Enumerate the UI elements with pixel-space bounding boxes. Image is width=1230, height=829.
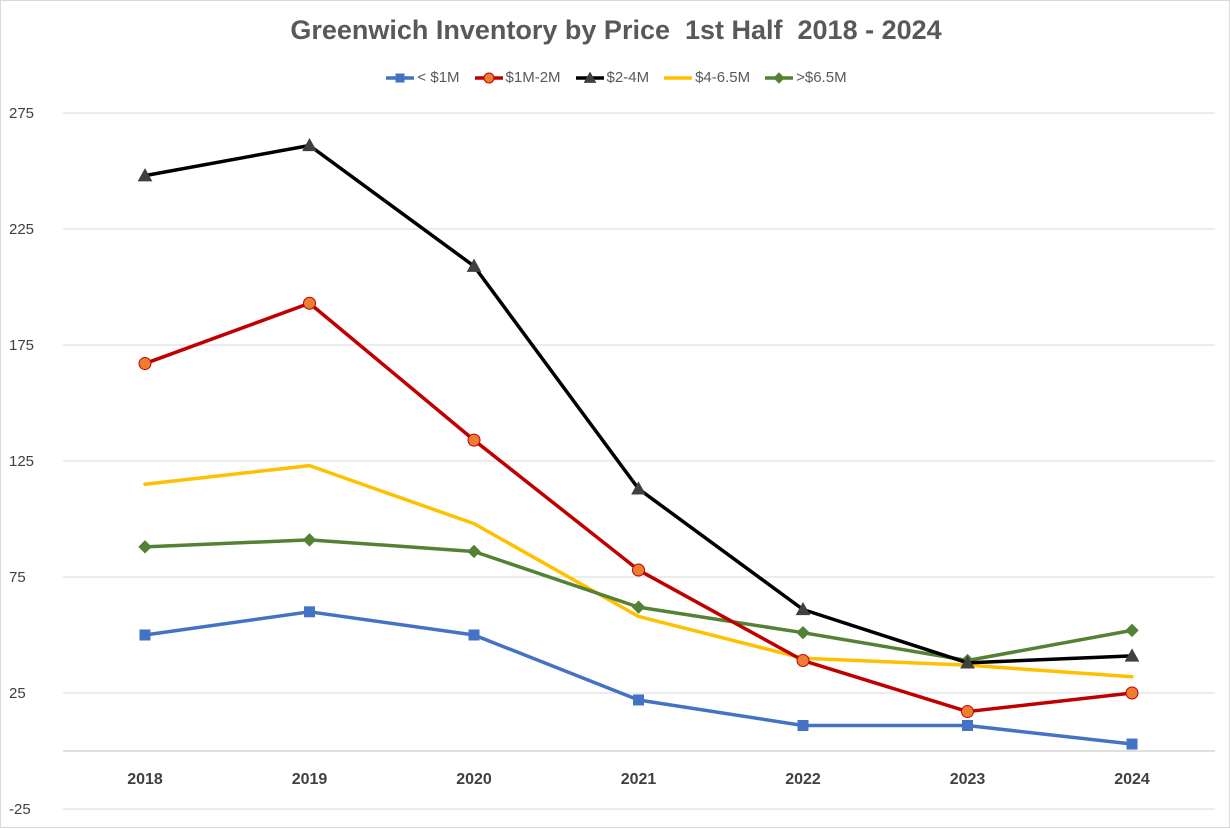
data-point: [468, 629, 480, 641]
data-point: [138, 357, 152, 371]
series-line: [143, 610, 1134, 746]
data-point: [467, 433, 481, 447]
y-tick-label: -25: [9, 801, 31, 818]
data-point: [483, 72, 495, 83]
data-point: [1125, 623, 1139, 638]
series-2-4m: [137, 137, 1140, 669]
y-tick-label: 75: [9, 569, 26, 586]
data-point: [631, 481, 646, 495]
legend-label: $4-6.5M: [695, 69, 751, 86]
data-point: [303, 296, 316, 310]
x-tick-label: 2020: [456, 771, 492, 788]
x-tick-label: 2023: [950, 771, 986, 788]
y-tick-label: 125: [9, 453, 34, 470]
data-point: [139, 629, 151, 641]
data-point: [138, 540, 152, 554]
data-point: [302, 137, 317, 152]
legend-item: >$6.5M: [764, 69, 847, 86]
data-point: [467, 544, 481, 559]
legend-label: $1M-2M: [505, 69, 561, 86]
series-line: [143, 143, 1134, 665]
data-point: [773, 71, 785, 84]
data-point: [304, 606, 315, 618]
data-point: [797, 719, 809, 731]
series-6-5m: [138, 533, 1139, 668]
legend-swatch: [386, 73, 415, 82]
y-tick-label: 175: [9, 337, 34, 354]
x-tick-label: 2019: [292, 771, 328, 788]
legend-swatch: [765, 71, 794, 84]
legend-label: < $1M: [417, 69, 460, 86]
data-point: [632, 563, 645, 577]
data-point: [137, 168, 153, 182]
data-point: [796, 654, 810, 668]
legend-swatch: [664, 75, 693, 80]
legend-label: >$6.5M: [796, 69, 847, 86]
x-tick-label: 2024: [1114, 771, 1150, 788]
data-point: [633, 694, 644, 706]
data-point: [961, 705, 974, 719]
data-point: [302, 533, 317, 547]
legend-item: < $1M: [385, 69, 460, 86]
data-point: [795, 601, 811, 616]
legend-swatch: [575, 70, 604, 83]
data-point: [1125, 686, 1139, 700]
data-point: [1124, 648, 1140, 662]
legend: < $1M $1M-2M $2-4M $4-6.5M >$6.5M: [1, 69, 1230, 86]
data-point: [466, 258, 482, 272]
data-point: [583, 70, 596, 83]
data-point: [1126, 738, 1138, 750]
x-tick-label: 2022: [785, 771, 821, 788]
data-point: [631, 600, 646, 614]
y-tick-label: 225: [9, 221, 34, 238]
legend-item: $2-4M: [575, 69, 650, 86]
y-tick-label: 25: [9, 685, 26, 702]
series-line: [143, 538, 1134, 663]
legend-label: $2-4M: [606, 69, 650, 86]
data-point: [796, 625, 810, 640]
data-point: [962, 719, 973, 731]
series-1m-2m: [138, 296, 1139, 719]
series-line: [143, 301, 1134, 714]
data-point: [960, 655, 975, 669]
chart-title: Greenwich Inventory by Price 1st Half 20…: [290, 15, 942, 45]
x-tick-label: 2018: [127, 771, 163, 788]
legend-swatch: [474, 72, 503, 83]
y-tick-label: 275: [9, 105, 34, 122]
x-tick-label: 2021: [621, 771, 657, 788]
legend-item: $4-6.5M: [663, 69, 750, 86]
legend-item: $1M-2M: [474, 69, 561, 86]
series-1m: [139, 606, 1138, 750]
data-point: [395, 73, 405, 82]
